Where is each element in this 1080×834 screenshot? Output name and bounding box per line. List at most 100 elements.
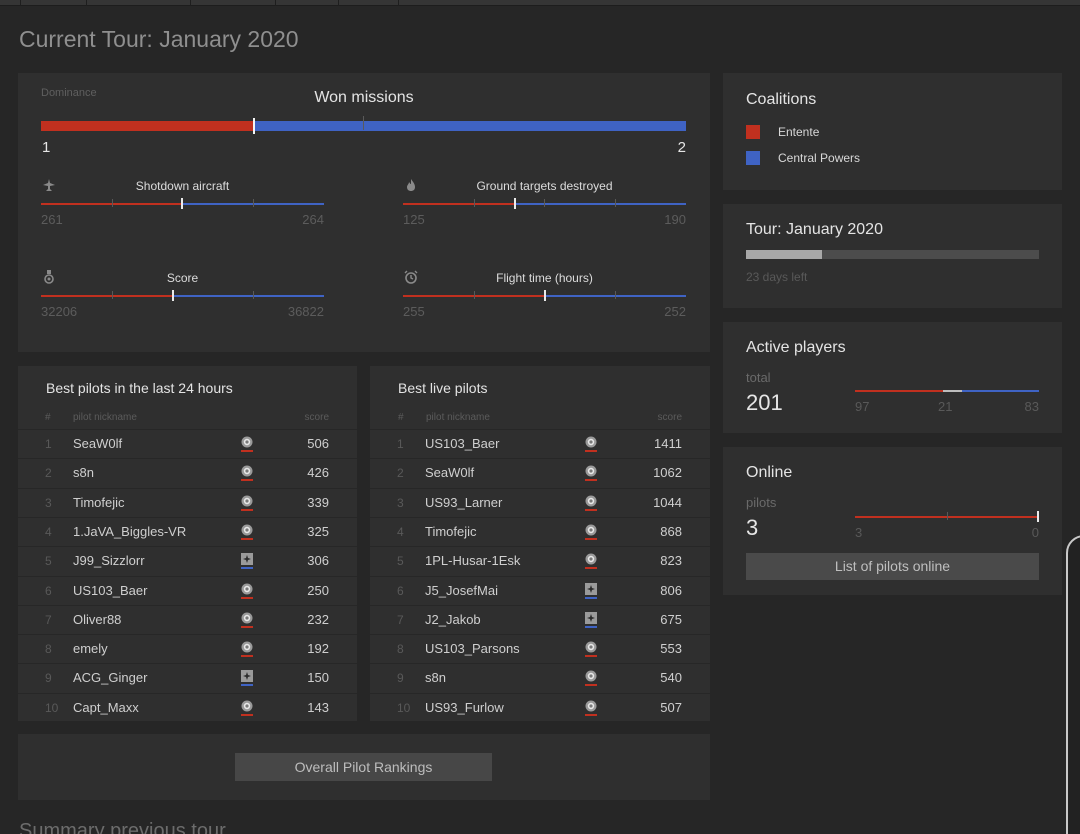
- pilot-nickname[interactable]: J5_JosefMai: [425, 582, 498, 598]
- table-row[interactable]: 6 US103_Baer 250: [18, 575, 357, 605]
- page-title: Current Tour: January 2020: [19, 26, 299, 52]
- table-row[interactable]: 3 Timofejic 339: [18, 487, 357, 517]
- pilot-nickname[interactable]: J99_Sizzlorr: [73, 553, 145, 569]
- pilot-nickname[interactable]: 1.JaVA_Biggles-VR: [73, 523, 187, 539]
- best-pilots-24h-panel: Best pilots in the last 24 hours # pilot…: [18, 366, 357, 721]
- won-missions-entente: 1: [42, 139, 51, 156]
- table-row[interactable]: 10 Capt_Maxx 143: [18, 692, 357, 722]
- table-row[interactable]: 2 SeaW0lf 1062: [370, 458, 710, 487]
- table-row[interactable]: 1 SeaW0lf 506: [18, 429, 357, 458]
- pilot-nickname[interactable]: SeaW0lf: [73, 436, 123, 451]
- stat-bar: [403, 290, 686, 301]
- online-entente-count: 3: [855, 525, 863, 540]
- row-rank: 8: [397, 642, 404, 657]
- stat-entente-fill: [403, 203, 516, 205]
- pilot-score: 675: [660, 611, 682, 627]
- table-row[interactable]: 9 ACG_Ginger 150: [18, 663, 357, 692]
- clock-icon: [404, 270, 418, 284]
- pilot-nickname[interactable]: Timofejic: [425, 523, 477, 539]
- pilot-nickname[interactable]: Capt_Maxx: [73, 699, 139, 715]
- table-title: Best live pilots: [398, 380, 488, 396]
- active-entente-count: 97: [855, 399, 870, 414]
- stat-central-value: 190: [664, 212, 686, 227]
- online-panel: Online pilots 3 3 0 List of pilots onlin…: [723, 447, 1062, 595]
- active-players-panel: Active players total 201 97 21 83: [723, 322, 1062, 433]
- roundel-icon: [241, 436, 253, 452]
- stat-bar: [41, 290, 324, 301]
- table-row[interactable]: 4 1.JaVA_Biggles-VR 325: [18, 516, 357, 546]
- roundel-icon: [585, 436, 597, 452]
- stat-entente-fill: [41, 295, 174, 297]
- pilot-score: 540: [660, 670, 682, 686]
- row-rank: 7: [45, 612, 52, 627]
- tour-progress-fill: [746, 250, 823, 259]
- row-rank: 3: [397, 495, 404, 510]
- central-powers-swatch: [746, 151, 760, 165]
- pilot-nickname[interactable]: s8n: [425, 670, 446, 686]
- pilot-nickname[interactable]: ACG_Ginger: [73, 670, 148, 686]
- column-header-nickname: pilot nickname: [73, 412, 137, 423]
- online-bar: [855, 511, 1039, 522]
- table-header: # pilot nickname score: [370, 410, 710, 428]
- medal-icon: [44, 270, 54, 284]
- total-label: total: [746, 370, 771, 385]
- roundel-icon: [241, 495, 253, 511]
- table-row[interactable]: 10 US93_Furlow 507: [370, 692, 710, 722]
- iron-cross-icon: [241, 670, 253, 687]
- table-row[interactable]: 1 US103_Baer 1411: [370, 429, 710, 458]
- pilot-score: 325: [307, 523, 329, 539]
- table-row[interactable]: 5 J99_Sizzlorr 306: [18, 546, 357, 575]
- roundel-icon: [241, 641, 253, 658]
- pilot-nickname[interactable]: US103_Parsons: [425, 641, 520, 657]
- pilot-nickname[interactable]: US103_Baer: [425, 436, 500, 451]
- pilot-nickname[interactable]: Oliver88: [73, 611, 122, 627]
- pilots-label: pilots: [746, 495, 777, 510]
- pilot-nickname[interactable]: s8n: [73, 465, 94, 481]
- table-row[interactable]: 3 US93_Larner 1044: [370, 487, 710, 517]
- table-row[interactable]: 6 J5_JosefMai 806: [370, 575, 710, 605]
- won-missions-central: 2: [677, 139, 686, 156]
- pilot-nickname[interactable]: Timofejic: [73, 494, 125, 510]
- table-row[interactable]: 9 s8n 540: [370, 663, 710, 692]
- table-row[interactable]: 5 1PL-Husar-1Esk 823: [370, 546, 710, 575]
- stat-marker: [544, 290, 547, 301]
- row-rank: 5: [397, 554, 404, 569]
- won-missions-entente-fill: [41, 121, 254, 131]
- row-rank: 2: [397, 466, 404, 481]
- scroll-handle[interactable]: [1066, 535, 1080, 834]
- legend-label: Central Powers: [778, 151, 861, 165]
- stat-label: Score: [166, 271, 199, 285]
- pilot-nickname[interactable]: US93_Furlow: [425, 699, 504, 715]
- dominance-label: Dominance: [41, 87, 97, 99]
- table-row[interactable]: 8 emely 192: [18, 634, 357, 663]
- pilot-score: 150: [307, 670, 329, 686]
- table-row[interactable]: 7 J2_Jakob 675: [370, 604, 710, 634]
- table-row[interactable]: 2 s8n 426: [18, 458, 357, 487]
- pilot-nickname[interactable]: J2_Jakob: [425, 611, 481, 627]
- table-header: # pilot nickname score: [18, 410, 357, 428]
- stat-bar: [403, 198, 686, 209]
- online-total: 3: [746, 515, 759, 540]
- table-row[interactable]: 8 US103_Parsons 553: [370, 634, 710, 663]
- list-pilots-online-button[interactable]: List of pilots online: [746, 553, 1039, 580]
- table-row[interactable]: 7 Oliver88 232: [18, 604, 357, 634]
- tour-panel: Tour: January 2020 23 days left: [723, 204, 1062, 308]
- stat-label: Shotdown aircraft: [135, 179, 230, 193]
- roundel-icon: [241, 524, 253, 540]
- pilot-nickname[interactable]: SeaW0lf: [425, 465, 475, 481]
- active-players-entente-fill: [855, 390, 944, 392]
- fire-icon: [407, 179, 415, 191]
- pilot-score: 250: [307, 582, 329, 598]
- pilot-nickname[interactable]: emely: [73, 641, 108, 657]
- roundel-icon: [585, 641, 597, 658]
- column-header-nickname: pilot nickname: [426, 412, 490, 423]
- overall-pilot-rankings-button[interactable]: Overall Pilot Rankings: [235, 753, 492, 781]
- pilot-nickname[interactable]: 1PL-Husar-1Esk: [425, 553, 521, 569]
- pilot-nickname[interactable]: US103_Baer: [73, 582, 148, 598]
- row-rank: 4: [397, 524, 404, 539]
- row-rank: 5: [45, 554, 52, 569]
- table-row[interactable]: 4 Timofejic 868: [370, 516, 710, 546]
- pilot-nickname[interactable]: US93_Larner: [425, 494, 503, 510]
- pilot-score: 339: [307, 494, 329, 510]
- coalitions-panel: Coalitions Entente Central Powers: [723, 73, 1062, 190]
